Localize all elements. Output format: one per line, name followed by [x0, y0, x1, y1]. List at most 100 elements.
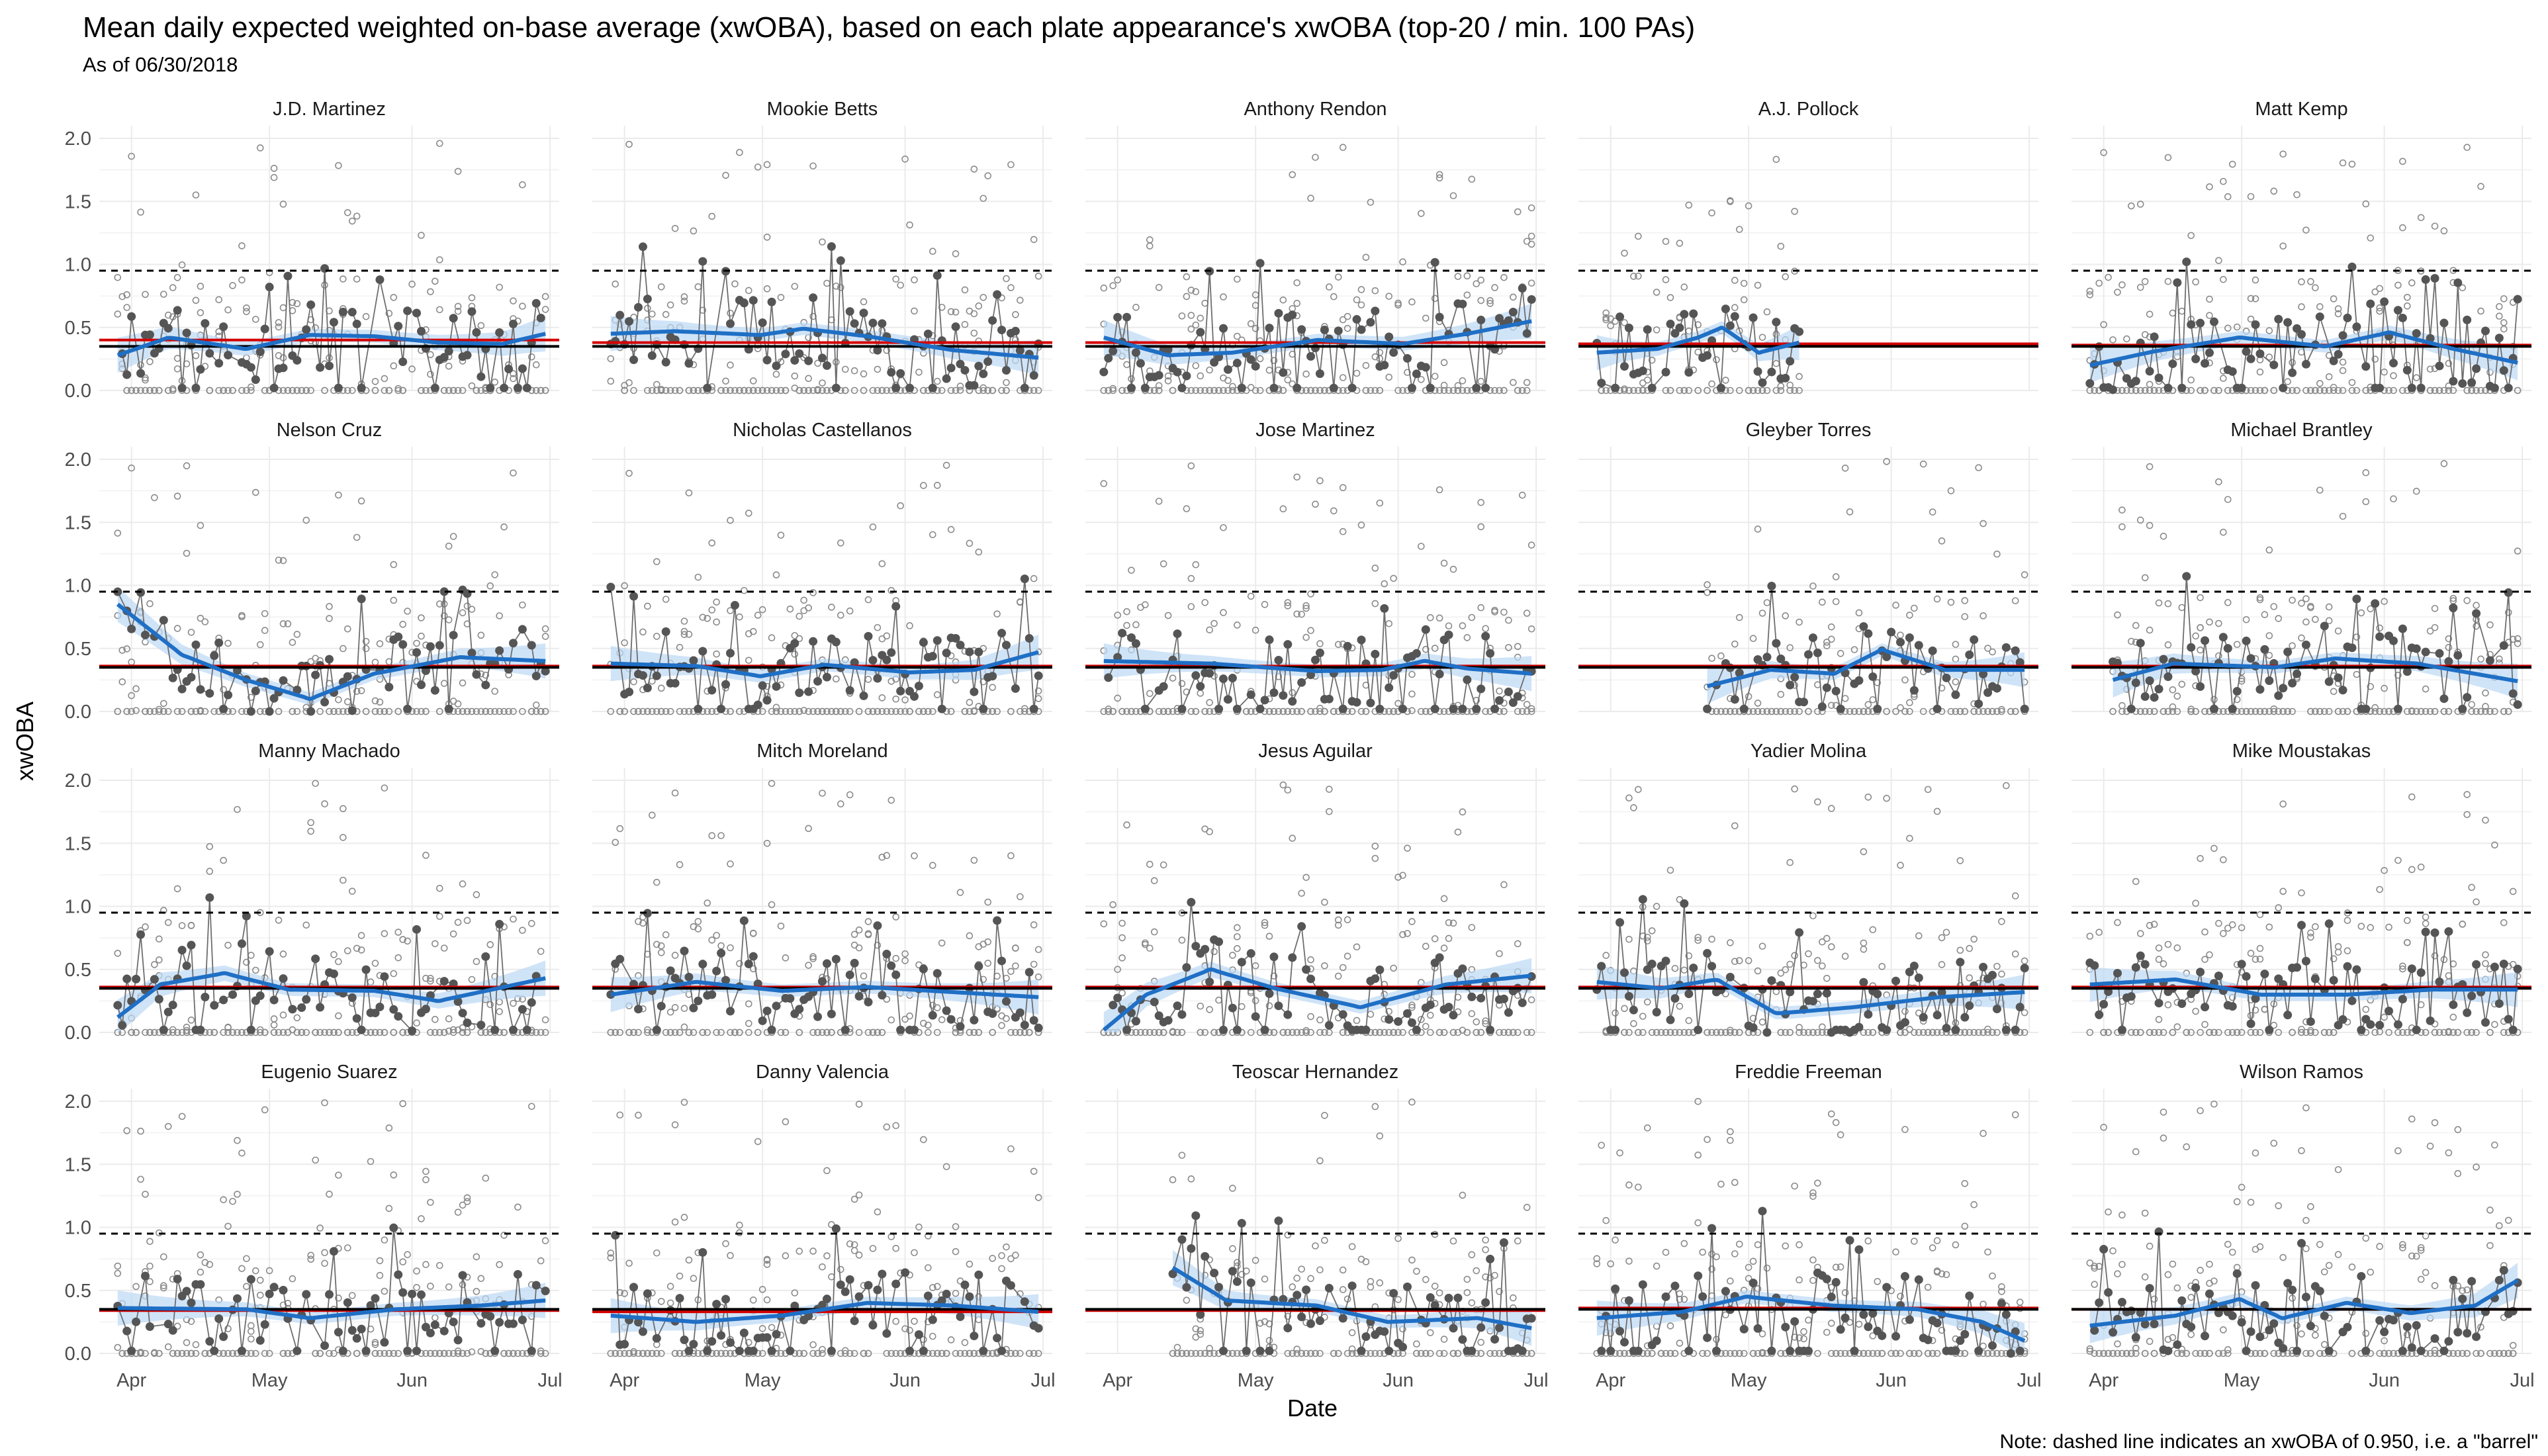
pa-point [1527, 204, 1535, 212]
pa-point [486, 707, 494, 715]
pa-point [1883, 458, 1890, 465]
pa-point [1518, 491, 1526, 499]
pa-point [952, 387, 960, 394]
pa-point [1666, 294, 1674, 301]
pa-point [2164, 154, 2172, 161]
daily-mean-point [1375, 704, 1385, 713]
pa-point [2316, 303, 2324, 310]
pa-point [1334, 273, 1342, 281]
pa-point [1265, 367, 1273, 374]
daily-mean-point [2301, 359, 2310, 369]
pa-point [527, 707, 535, 715]
pa-point [2381, 707, 2388, 715]
pa-point [644, 602, 651, 610]
pa-point [662, 596, 670, 603]
daily-mean-point [1177, 704, 1187, 713]
pa-point [2206, 312, 2213, 320]
pa-point [1956, 707, 1964, 715]
pa-point [1210, 619, 1218, 627]
pa-point [911, 307, 918, 315]
pa-point [343, 1028, 351, 1036]
daily-mean-point [827, 1009, 836, 1019]
pa-point [1676, 240, 1684, 247]
pa-point [1284, 707, 1292, 715]
pa-point [671, 952, 679, 959]
pa-point [1247, 707, 1255, 715]
daily-mean-point [638, 242, 647, 251]
pa-point [1357, 301, 1365, 309]
pa-point [2353, 387, 2361, 394]
daily-mean-point [527, 641, 536, 650]
daily-mean-point [214, 638, 224, 647]
chart-title: Mean daily expected weighted on-base ave… [83, 11, 1695, 44]
daily-mean-point [1435, 670, 1444, 679]
daily-mean-point [279, 676, 288, 685]
daily-mean-point [2177, 383, 2187, 392]
pa-point [1289, 707, 1297, 715]
pa-point [2404, 302, 2411, 310]
pa-point [763, 234, 771, 241]
daily-mean-point [1002, 366, 1011, 375]
pa-point [2256, 594, 2264, 602]
pa-point [326, 603, 333, 610]
pa-point [1970, 935, 1978, 943]
pa-point [1952, 707, 1960, 715]
daily-mean-point [219, 322, 228, 332]
pa-point [2357, 923, 2365, 930]
daily-mean-point [412, 648, 422, 657]
pa-point [1007, 707, 1015, 715]
pa-point [1422, 314, 1430, 322]
daily-mean-point [2187, 643, 2196, 652]
daily-mean-point [1173, 367, 1182, 377]
pa-point [1445, 934, 1453, 942]
daily-mean-point [518, 364, 527, 373]
pa-point [275, 707, 283, 715]
pa-point [1298, 707, 1305, 715]
daily-mean-point [2297, 921, 2306, 930]
pa-point [704, 899, 711, 907]
pa-point [782, 387, 790, 394]
daily-mean-point [772, 1001, 781, 1011]
daily-mean-point [831, 383, 841, 392]
pa-point [933, 482, 941, 489]
pa-point [307, 827, 315, 835]
pa-point [2242, 707, 2250, 715]
daily-mean-point [845, 970, 854, 979]
pa-point [708, 606, 715, 614]
pa-point [2408, 707, 2416, 715]
pa-point [468, 606, 476, 613]
daily-mean-point [1430, 257, 1439, 267]
pa-point [2201, 928, 2208, 936]
pa-point [2105, 273, 2112, 281]
daily-mean-point [1919, 1013, 1928, 1022]
y-tick-label: 2.0 [65, 449, 91, 471]
daily-mean-point [2334, 349, 2343, 359]
pa-point [1612, 318, 1619, 325]
daily-mean-point [347, 706, 357, 715]
pa-point [1786, 644, 1794, 651]
daily-mean-point [1154, 371, 1163, 380]
pa-point [289, 639, 296, 646]
daily-mean-point [1684, 368, 1694, 377]
pa-point [2136, 283, 2144, 291]
pa-point [1197, 1002, 1205, 1010]
daily-mean-line [1112, 902, 1533, 1032]
pa-point [1704, 588, 1711, 596]
pa-point [440, 680, 448, 687]
pa-point [929, 707, 936, 715]
pa-point [343, 947, 351, 954]
daily-mean-point [2011, 646, 2020, 655]
daily-mean-point [210, 1001, 219, 1010]
daily-mean-point [2412, 644, 2421, 653]
daily-mean-point [988, 316, 997, 325]
pa-point [2206, 951, 2213, 958]
daily-mean-point [1905, 633, 1914, 642]
daily-mean-point [1831, 686, 1841, 696]
pa-point [1034, 272, 1042, 280]
pa-point [183, 549, 191, 557]
pa-point [1183, 293, 1191, 300]
daily-mean-point [2201, 1003, 2210, 1012]
pa-point [2459, 921, 2467, 928]
daily-mean-point [1269, 952, 1279, 962]
pa-point [238, 1028, 246, 1036]
